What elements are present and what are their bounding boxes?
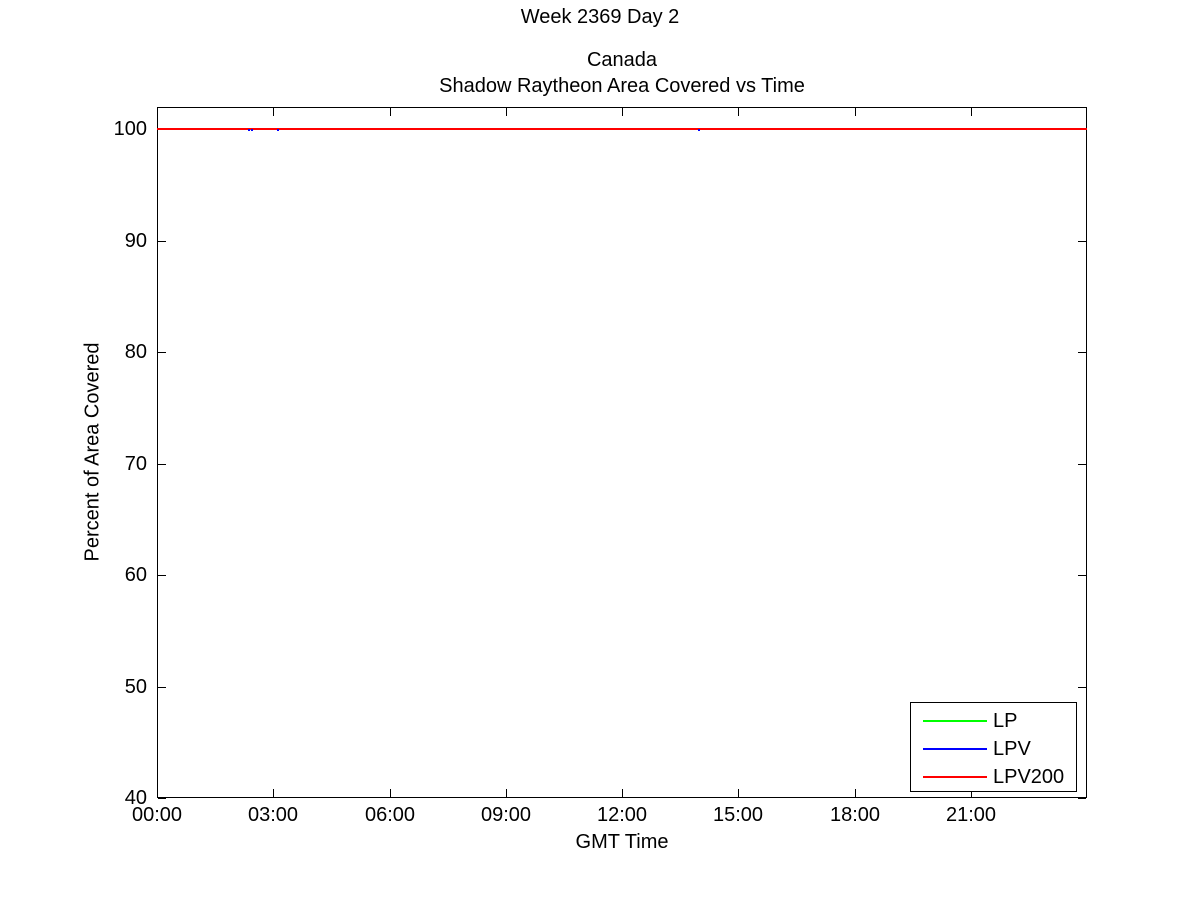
x-tick-top [273,108,274,116]
y-tick [158,464,166,465]
figure-suptitle: Week 2369 Day 2 [520,6,680,28]
x-tick [273,789,274,797]
y-tick-label: 70 [124,453,147,475]
y-tick [158,352,166,353]
x-tick-top [390,108,391,116]
x-tick-label: 12:00 [596,804,648,826]
y-tick-right [1078,798,1086,799]
x-tick-label: 09:00 [480,804,532,826]
x-tick-top [738,108,739,116]
legend-item-label: LPV [993,738,1031,760]
x-tick-top [506,108,507,116]
y-tick-right [1078,352,1086,353]
lpv-dip-marker [277,129,279,131]
x-tick [157,789,158,797]
legend-line-sample [923,720,987,722]
y-tick-right [1078,241,1086,242]
lpv-dip-marker [248,129,250,131]
y-tick [158,575,166,576]
x-tick [738,789,739,797]
x-tick [622,789,623,797]
plot-border [157,107,1087,798]
legend: LP LPV LPV200 [910,702,1077,792]
x-tick [855,789,856,797]
y-tick-label: 60 [124,564,147,586]
y-tick-right [1078,464,1086,465]
x-tick-label: 00:00 [131,804,183,826]
x-tick-label: 03:00 [247,804,299,826]
x-tick-label: 06:00 [364,804,416,826]
x-tick-label: 21:00 [945,804,997,826]
y-tick-right [1078,687,1086,688]
legend-item-lpv200: LPV200 [911,763,1076,791]
axes-title-line-1: Canada [586,49,658,71]
y-tick [158,687,166,688]
axes-title: Canada Shadow Raytheon Area Covered vs T… [157,47,1087,99]
x-axis-label: GMT Time [575,831,669,853]
x-tick [390,789,391,797]
legend-item-label: LP [993,710,1018,732]
y-tick [158,241,166,242]
x-tick-top [971,108,972,116]
y-tick-label: 100 [113,118,147,140]
x-tick-top [157,108,158,116]
x-tick-label: 15:00 [712,804,764,826]
y-tick-label: 90 [124,230,147,252]
x-tick [971,789,972,797]
legend-line-sample [923,748,987,750]
y-tick-right [1078,575,1086,576]
x-tick-label: 18:00 [829,804,881,826]
y-tick-label: 50 [124,676,147,698]
series-line-lpv200 [157,128,1087,130]
x-tick-top [855,108,856,116]
y-tick-label: 40 [124,787,147,809]
y-tick [158,798,166,799]
legend-item-lpv: LPV [911,735,1076,763]
legend-rows: LP LPV LPV200 [911,703,1076,791]
axes-title-line-2: Shadow Raytheon Area Covered vs Time [439,75,805,97]
y-tick-label: 80 [124,341,147,363]
lpv-dip-marker [251,129,253,131]
legend-line-sample [923,776,987,778]
y-axis-label: Percent of Area Covered [81,342,104,562]
x-tick-top [622,108,623,116]
lpv-dip-marker [698,129,700,131]
legend-item-label: LPV200 [993,766,1065,788]
legend-item-lp: LP [911,707,1076,735]
x-tick [506,789,507,797]
